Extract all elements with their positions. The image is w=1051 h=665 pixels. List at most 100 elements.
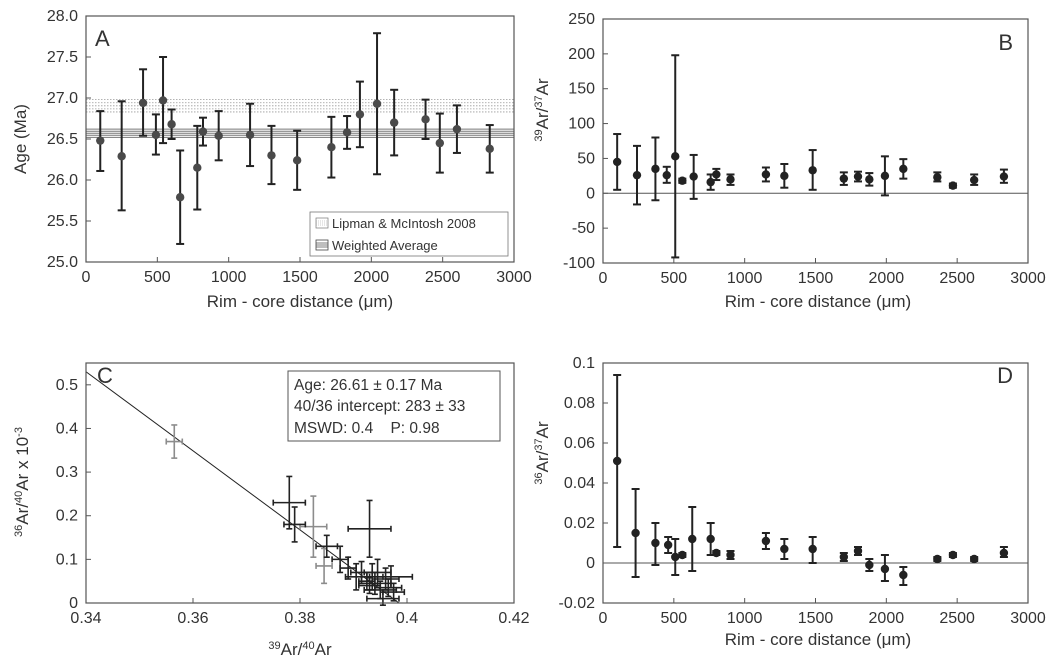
panel-c-ylabel-end: Ar x 10 [13,437,32,491]
data-point [389,118,399,127]
x-tick-label: 1000 [211,269,247,286]
data-point [712,548,721,558]
y-tick-label: 0.04 [564,475,595,492]
x-tick-label: 2000 [354,269,390,286]
data-point [292,156,302,165]
data-point [117,152,126,161]
data-point [880,171,890,181]
legend-swatch-weighted [315,239,329,251]
x-tick-label: 0.34 [70,610,101,627]
data-point [245,130,255,140]
x-tick-label: 2000 [869,270,905,287]
legend-label-weighted: Weighted Average [332,238,438,253]
panel-b-label: B [998,30,1013,55]
x-tick-label: 0.42 [498,610,529,627]
data-point [839,552,849,562]
data-point [969,175,979,185]
y-tick-label: 100 [568,116,595,133]
data-point [726,175,735,184]
x-tick-label: 500 [660,270,687,287]
x-tick-label: 2500 [939,610,975,627]
data-point [999,548,1009,558]
x-tick-label: 500 [660,610,687,627]
data-point [214,131,223,140]
y-tick-label: 25.0 [47,254,78,271]
panel-c-annotation-age: Age: 26.61 ± 0.17 Ma [294,377,442,394]
panel-a-ticks: 0 500 1000 1500 2000 2500 3000 25.0 25.5 26.0 26.5… [47,8,532,286]
data-point [853,172,863,181]
panel-a-xlabel: Rim - core distance (μm) [207,292,393,311]
data-point [948,550,958,560]
x-tick-label: 0.36 [177,610,208,627]
panel-c-ylabel-mid: Ar/ [13,503,32,525]
x-tick-label: 500 [144,269,171,286]
y-tick-label: 250 [568,11,595,28]
x-tick-label: 1500 [798,610,834,627]
data-point [485,144,494,154]
y-tick-label: 0 [69,595,78,612]
data-point [865,175,874,184]
y-tick-label: 0.1 [573,355,595,372]
data-point [689,172,698,181]
legend-swatch-lipman [315,217,329,229]
data-point [631,528,640,538]
panel-c-ylabel-sup2: 40 [13,491,25,503]
y-tick-label: 0 [586,185,595,202]
panel-b-marks [612,54,1009,259]
panel-b-ylabel: 39Ar/37Ar [533,78,552,142]
y-tick-label: 200 [568,46,595,63]
panel-d-ylabel-end: Ar [533,421,552,438]
data-point [267,151,276,160]
data-point [839,174,849,183]
data-point [96,136,105,145]
legend-frame [309,211,509,257]
y-tick-label: 0.06 [564,435,595,452]
panel-a-marks [96,32,494,245]
panel-c-xlabel: 39Ar/40Ar [268,640,332,659]
data-point [969,554,979,564]
y-tick-label: 0.2 [56,508,78,525]
y-tick-label: 28.0 [47,8,78,25]
panel-c-ticks: 0.34 0.36 0.38 0.4 0.42 0 0.1 0.2 0.3 0.4 0.5 [56,377,530,627]
panel-d-label: D [997,363,1013,388]
data-point [671,152,680,161]
y-tick-label: 150 [568,81,595,98]
panel-d-ylabel: 36Ar/37Ar [533,421,552,485]
data-point [612,456,622,466]
data-point [726,550,735,560]
data-point [651,164,660,174]
x-tick-label: 3000 [496,269,532,286]
data-point [780,171,789,181]
data-point [632,170,642,180]
data-point [651,538,660,548]
panel-a: 0 500 1000 1500 2000 2500 3000 25.0 25.5 26.0 26.5… [11,8,532,311]
y-tick-label: 0.4 [56,420,78,437]
panel-c-xlabel-mid: Ar/ [281,640,303,659]
data-point [175,193,185,202]
x-tick-label: 3000 [1010,610,1046,627]
panel-c-annotation-intercept: 40/36 intercept: 283 ± 33 [294,398,465,415]
panel-c: 0.34 0.36 0.38 0.4 0.42 0 0.1 0.2 0.3 0.4 0.5 C Ag… [13,362,530,659]
panel-c-frame [85,362,515,604]
panel-c-label: C [97,363,113,388]
data-point [808,544,817,554]
x-tick-label: 2500 [425,269,461,286]
y-tick-label: -100 [563,255,595,272]
panel-c-ylabel: 36Ar/40Ar x 10-3 [13,427,32,537]
data-point [999,172,1009,181]
data-point [167,120,176,129]
data-point [327,143,336,152]
data-point [808,166,817,175]
data-point [688,534,697,544]
y-tick-label: 26.5 [47,131,78,148]
data-point [158,96,168,105]
data-point [933,173,942,182]
data-point [151,130,161,140]
y-tick-label: 0.08 [564,395,595,412]
y-tick-label: 0.02 [564,515,595,532]
data-point [780,544,789,554]
x-tick-label: 1500 [282,269,318,286]
x-tick-label: 0.38 [284,610,315,627]
panel-c-annotation-mswd: MSWD: 0.4 P: 0.98 [294,420,440,437]
data-point [761,536,771,546]
